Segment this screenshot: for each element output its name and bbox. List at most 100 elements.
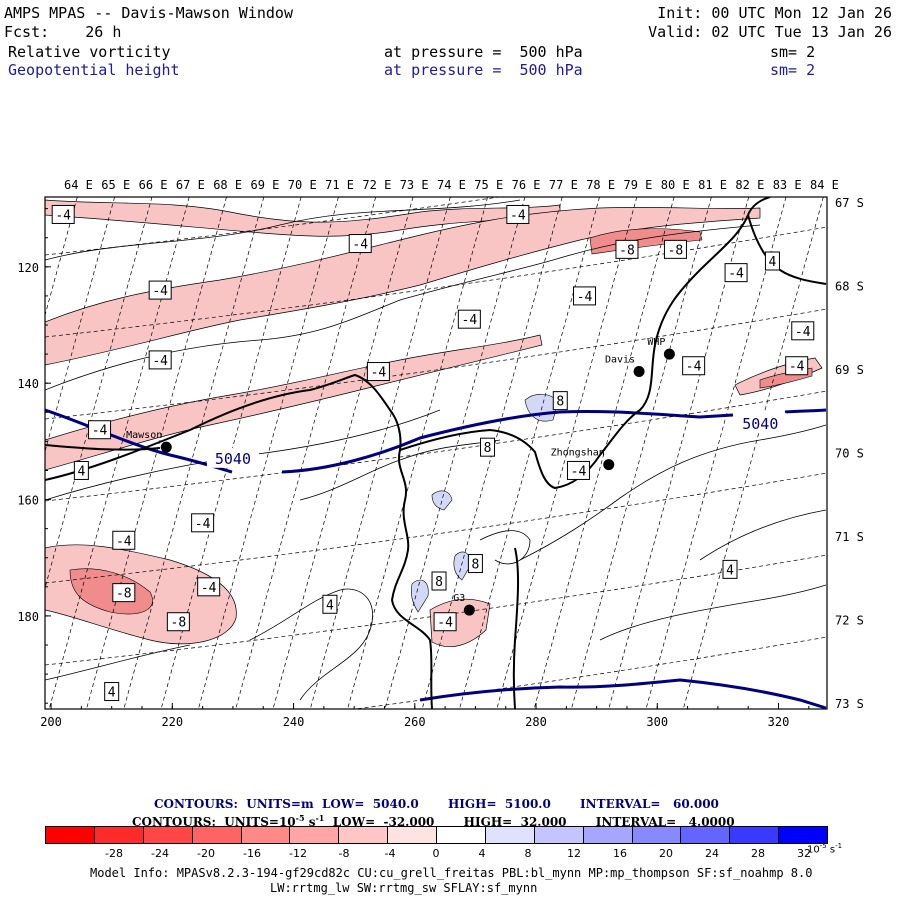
meridian-line <box>459 197 600 709</box>
x-tick-label: 320 <box>768 715 790 729</box>
vorticity-label-box <box>191 513 215 533</box>
longitude-label: 81 E <box>698 178 727 192</box>
x-tick-label: 260 <box>404 715 426 729</box>
vorticity-label: -4 <box>152 284 168 299</box>
vorticity-label: -4 <box>352 238 368 253</box>
colorbar-segment <box>631 826 682 844</box>
vorticity-label: -4 <box>92 424 108 439</box>
vorticity-label-box <box>663 239 687 259</box>
vorticity-label-box <box>573 286 597 306</box>
longitude-label: 84 E <box>810 178 839 192</box>
vorticity-height-map: 64 E 65 E 66 E 67 E 68 E 69 E 70 E 71 E 72 E 73 E… <box>17 178 864 729</box>
colorbar-segment <box>191 826 242 844</box>
y-tick-label: 140 <box>17 377 39 391</box>
station-marker <box>663 348 675 360</box>
vorticity-label-box <box>51 204 75 224</box>
meridian-line <box>496 197 638 709</box>
station-marker <box>463 604 475 616</box>
vorticity-label: 8 <box>435 575 443 590</box>
vorticity-label: -4 <box>201 581 217 596</box>
vorticity-label-box <box>112 583 136 603</box>
longitude-label: 71 E <box>325 178 354 192</box>
colorbar-label: -12 <box>289 847 307 860</box>
colorbar-label: -24 <box>151 847 169 860</box>
latitude-label: 69 S <box>835 363 864 377</box>
model-info-line2: LW:rrtmg_lw SW:rrtmg_sw SFLAY:sf_mynn <box>270 881 538 895</box>
x-axis-ticks: 200 220 240 260 280 300 320 <box>40 703 810 729</box>
shade-patch-g3 <box>429 598 491 647</box>
meridian-line <box>682 197 824 709</box>
vorticity-label-box <box>615 239 639 259</box>
vorticity-label-box <box>722 559 738 579</box>
vorticity-label-box <box>566 460 590 480</box>
vorticity-label-box <box>366 362 390 382</box>
meridian-line <box>235 197 377 709</box>
vorticity-label: 8 <box>471 558 479 573</box>
x-tick-label: 220 <box>161 715 183 729</box>
meridian-line <box>272 197 414 709</box>
pos-patch-3 <box>453 551 471 581</box>
colorbar-label: -8 <box>338 847 350 860</box>
vorticity-label: -4 <box>789 360 805 375</box>
vorticity-label: -4 <box>728 267 744 282</box>
colorbar-units: 10-5 s-1 <box>807 842 843 856</box>
colorbar-segment <box>436 826 486 844</box>
vorticity-label: -4 <box>571 464 587 479</box>
colorbar-label: -28 <box>105 847 123 860</box>
colorbar-segment <box>680 826 731 844</box>
longitude-label: 70 E <box>288 178 317 192</box>
meridian-line <box>123 197 265 709</box>
vorticity-label-box <box>552 391 568 411</box>
latitude-label: 72 S <box>835 614 864 628</box>
x-tick-label: 200 <box>40 715 62 729</box>
longitude-label: 73 E <box>400 178 429 192</box>
longitude-label: 69 E <box>251 178 280 192</box>
vorticity-label-box <box>791 321 815 341</box>
longitude-label: 76 E <box>512 178 541 192</box>
vorticity-label: 4 <box>326 598 334 613</box>
vorticity-contour-labels: -4 -4 -4 -8 -8 -4 4 -4 -4 -4 -4 -4 -4 -4 -4 8 -4 8 -4 4 -4 -4… <box>51 204 815 702</box>
station-label: WHP <box>647 337 665 348</box>
station-marker <box>633 366 645 378</box>
pos-patch-2 <box>431 490 453 511</box>
colorbar-label: 32 <box>797 847 811 860</box>
parallel-line <box>45 226 827 338</box>
meridian-line <box>608 197 750 709</box>
meridian-line <box>571 197 712 709</box>
colorbar-label: -4 <box>384 847 396 860</box>
colorbar-segment <box>778 826 828 844</box>
longitude-labels: 64 E 65 E 66 E 67 E 68 E 69 E 70 E 71 E 72 E 73 E… <box>64 178 839 192</box>
vorticity-label: -4 <box>510 208 526 223</box>
shade-band-central <box>45 207 761 366</box>
longitude-label: 66 E <box>139 178 168 192</box>
vorticity-label-box <box>148 280 172 300</box>
colorbar-segment <box>289 826 340 844</box>
vorticity-label: -8 <box>668 243 684 258</box>
vorticity-label: -4 <box>577 290 593 305</box>
height-label-bg <box>734 412 787 433</box>
colorbar-segment <box>240 826 291 844</box>
colorbar-label: 24 <box>705 847 719 860</box>
meridian-line <box>347 197 488 709</box>
init-time: Init: 00 UTC Mon 12 Jan 26 <box>657 4 892 22</box>
stations: Mawson Davis WHP Zhongshan G3 <box>126 337 675 616</box>
station-marker <box>160 441 172 453</box>
vorticity-label-box <box>197 577 221 597</box>
pos-patch-4 <box>410 579 429 613</box>
vorticity-contour-legend: CONTOURS: UNITS=10-5 s-1 LOW= -32.000 HI… <box>132 813 735 829</box>
height-label: 5040 <box>215 450 251 468</box>
longitude-label: 74 E <box>437 178 466 192</box>
vorticity-label: -8 <box>171 616 187 631</box>
vorticity-label-box <box>457 309 481 329</box>
longitude-label: 68 E <box>213 178 242 192</box>
vorticity-label-box <box>724 263 748 283</box>
plot-frame <box>44 196 828 710</box>
vorticity-label: -4 <box>195 517 211 532</box>
vorticity-label: 4 <box>77 464 85 479</box>
colorbar-segment <box>533 826 584 844</box>
chart-title: AMPS MPAS -- Davis-Mawson Window <box>4 4 293 22</box>
colorbar-label: -20 <box>197 847 215 860</box>
model-info-line1: Model Info: MPASv8.2.3-194-gf29cd82c CU:… <box>90 866 813 880</box>
meridian-line <box>198 197 339 709</box>
field1-level: at pressure = 500 hPa <box>384 43 583 61</box>
